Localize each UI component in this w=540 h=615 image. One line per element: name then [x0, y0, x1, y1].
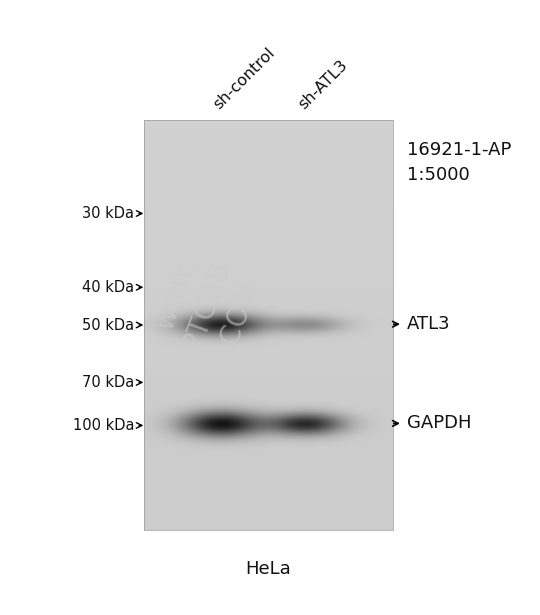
Text: GAPDH: GAPDH	[407, 415, 471, 432]
Text: HeLa: HeLa	[246, 560, 292, 578]
Text: 100 kDa: 100 kDa	[73, 418, 134, 433]
Bar	[144, 120, 393, 530]
Text: 50 kDa: 50 kDa	[82, 317, 134, 333]
Text: 40 kDa: 40 kDa	[82, 280, 134, 295]
Text: 70 kDa: 70 kDa	[82, 375, 134, 390]
Text: sh-control: sh-control	[211, 45, 278, 112]
Text: sh-ATL3: sh-ATL3	[295, 57, 350, 112]
Text: 30 kDa: 30 kDa	[82, 206, 134, 221]
Text: 16921-1-AP: 16921-1-AP	[407, 141, 511, 159]
Text: www.
PTGAB
.COM: www. PTGAB .COM	[147, 245, 266, 364]
Text: ATL3: ATL3	[407, 315, 450, 333]
Text: 1:5000: 1:5000	[407, 166, 470, 184]
